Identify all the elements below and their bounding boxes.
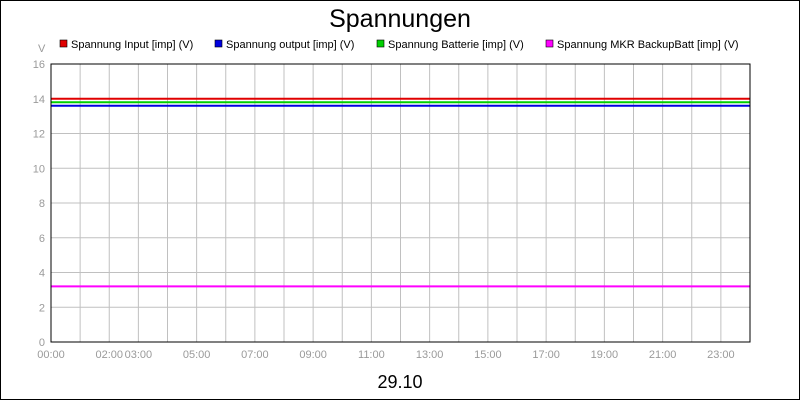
x-axis-ticks: 00:00 02:00 03:00 05:00 07:00 09:00 11:00 13:00… (37, 349, 734, 361)
y-tick-label: 6 (39, 233, 45, 245)
legend-swatch (59, 39, 68, 48)
y-axis-unit: V (38, 43, 46, 55)
series-group (51, 97, 750, 288)
y-tick-label: 10 (33, 163, 45, 175)
x-tick-label: 15:00 (474, 349, 502, 361)
x-tick-label: 09:00 (299, 349, 327, 361)
x-tick-label: 17:00 (532, 349, 560, 361)
legend-label: Spannung Input [imp] (V) (71, 39, 193, 51)
legend-swatch (214, 39, 223, 48)
legend-label: Spannung output [imp] (V) (226, 39, 354, 51)
chart-title: Spannungen (329, 5, 471, 33)
x-tick-label: 03:00 (125, 349, 153, 361)
legend-swatch (376, 39, 385, 48)
x-tick-label: 19:00 (591, 349, 619, 361)
x-tick-label: 00:00 (37, 349, 65, 361)
x-tick-label: 11:00 (358, 349, 385, 361)
y-tick-label: 4 (39, 268, 45, 280)
x-axis-label: 29.10 (377, 372, 422, 392)
x-tick-label: 07:00 (241, 349, 269, 361)
y-tick-label: 14 (33, 94, 45, 106)
legend-label: Spannung MKR BackupBatt [imp] (V) (557, 39, 739, 51)
legend-label: Spannung Batterie [imp] (V) (388, 39, 524, 51)
x-tick-label: 02:00 (95, 349, 123, 361)
x-tick-label: 21:00 (649, 349, 677, 361)
y-tick-label: 16 (33, 59, 45, 71)
y-tick-label: 0 (39, 337, 45, 349)
x-tick-label: 23:00 (707, 349, 735, 361)
y-tick-label: 2 (39, 302, 45, 314)
y-tick-label: 12 (33, 129, 45, 141)
y-axis-ticks: 0 2 4 6 8 10 12 14 16 (33, 59, 45, 349)
x-tick-label: 13:00 (416, 349, 444, 361)
legend-swatch (545, 39, 554, 48)
y-tick-label: 8 (39, 198, 45, 210)
x-tick-label: 05:00 (183, 349, 211, 361)
legend: Spannung Input [imp] (V) Spannung output … (59, 39, 739, 51)
plot-area-border (50, 63, 751, 343)
